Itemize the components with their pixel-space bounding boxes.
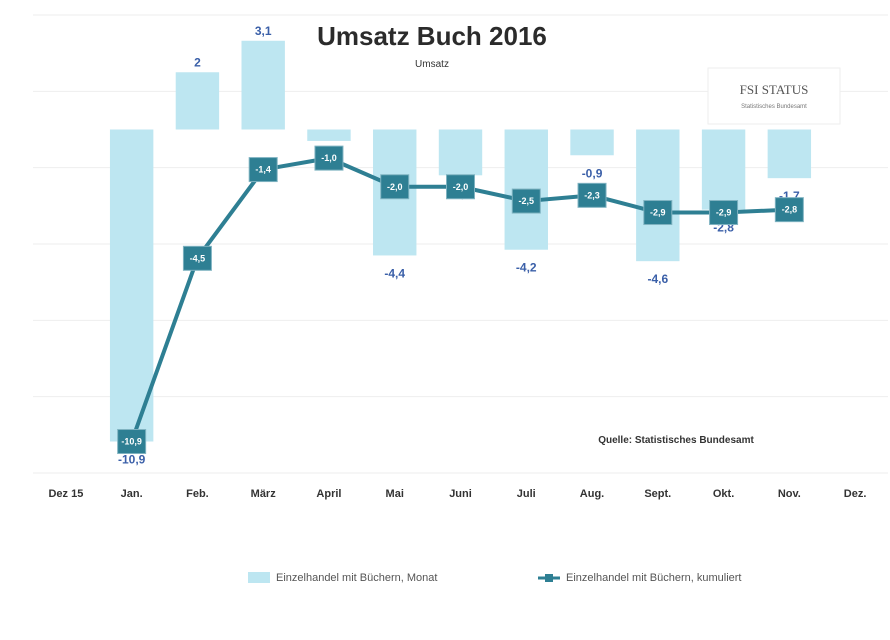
series-line — [129, 156, 790, 443]
line-point — [117, 429, 147, 455]
line-point-label: -10,9 — [121, 437, 142, 447]
line-point — [577, 182, 607, 208]
x-tick-label: März — [251, 488, 277, 500]
line-point — [182, 245, 212, 271]
x-tick-label: Mai — [386, 488, 404, 500]
chart-title: Umsatz Buch 2016 — [317, 21, 547, 51]
bar-data-label: 3,1 — [255, 24, 272, 38]
bar-data-label: -0,9 — [582, 166, 603, 180]
line-point — [314, 145, 344, 171]
line-point-label: -2,3 — [584, 190, 600, 200]
line-series: -10,9 -4,5 -1,4 -1,0 -2,0 -2,0 -2,5 -2,3 -2,9 -2,… — [117, 145, 804, 455]
bar-series: -10,923,1-0,4-4,4-1,6-4,2-0,9-4,6-2,8-1,… — [109, 24, 812, 467]
bar — [438, 129, 483, 176]
logo-text: FSI STATUS — [740, 82, 809, 97]
legend: Einzelhandel mit Büchern, Monat Einzelha… — [248, 572, 741, 584]
bar — [175, 72, 220, 130]
x-tick-label: Aug. — [580, 488, 604, 500]
chart-subtitle: Umsatz — [415, 59, 449, 70]
x-tick-label: Dez 15 — [48, 488, 83, 500]
line-point-label: -2,9 — [650, 208, 666, 218]
logo: FSI STATUS Statistisches Bundesamt — [707, 67, 841, 125]
legend-bar-label: Einzelhandel mit Büchern, Monat — [276, 572, 437, 584]
legend-line-marker — [545, 574, 553, 582]
line-point — [248, 157, 278, 183]
x-tick-label: Jan. — [121, 488, 143, 500]
line-point — [774, 197, 804, 223]
bar-data-label: -10,9 — [118, 453, 146, 467]
line-point — [643, 200, 673, 226]
x-tick-label: Sept. — [644, 488, 671, 500]
legend-line-label: Einzelhandel mit Büchern, kumuliert — [566, 572, 741, 584]
bar — [570, 129, 614, 156]
line-point-label: -2,9 — [716, 208, 732, 218]
x-tick-label: Feb. — [186, 488, 209, 500]
line-point — [511, 188, 541, 214]
x-tick-label: Juni — [449, 488, 472, 500]
line-point-label: -2,0 — [387, 182, 403, 192]
bar-data-label: 2 — [194, 55, 201, 69]
bar — [767, 129, 812, 179]
logo-subtext: Statistisches Bundesamt — [741, 104, 807, 110]
bar-data-label: -4,6 — [647, 272, 668, 286]
line-point — [709, 200, 739, 226]
source-note: Quelle: Statistisches Bundesamt — [598, 435, 754, 446]
bar — [636, 129, 680, 262]
legend-bar-swatch — [248, 572, 270, 583]
bar — [307, 129, 351, 141]
line-point-label: -2,8 — [782, 205, 798, 215]
line-point — [380, 174, 410, 200]
x-tick-label: Nov. — [778, 488, 801, 500]
bar — [241, 40, 285, 130]
x-axis: Dez 15 Jan. Feb. März April Mai Juni Juli Aug. Se… — [48, 488, 866, 500]
line-point-label: -1,0 — [321, 153, 337, 163]
bar — [109, 129, 154, 442]
bar — [701, 129, 746, 210]
x-tick-label: Dez. — [844, 488, 867, 500]
bar-data-label: -4,2 — [516, 261, 537, 275]
line-point-label: -4,5 — [190, 253, 206, 263]
x-tick-label: April — [316, 488, 341, 500]
bar-data-label: -4,4 — [384, 266, 405, 280]
line-point-label: -2,0 — [453, 182, 469, 192]
x-tick-label: Juli — [517, 488, 536, 500]
line-point-label: -1,4 — [255, 165, 271, 175]
line-point — [446, 174, 475, 200]
x-tick-label: Okt. — [713, 488, 734, 500]
line-point-label: -2,5 — [519, 196, 535, 206]
